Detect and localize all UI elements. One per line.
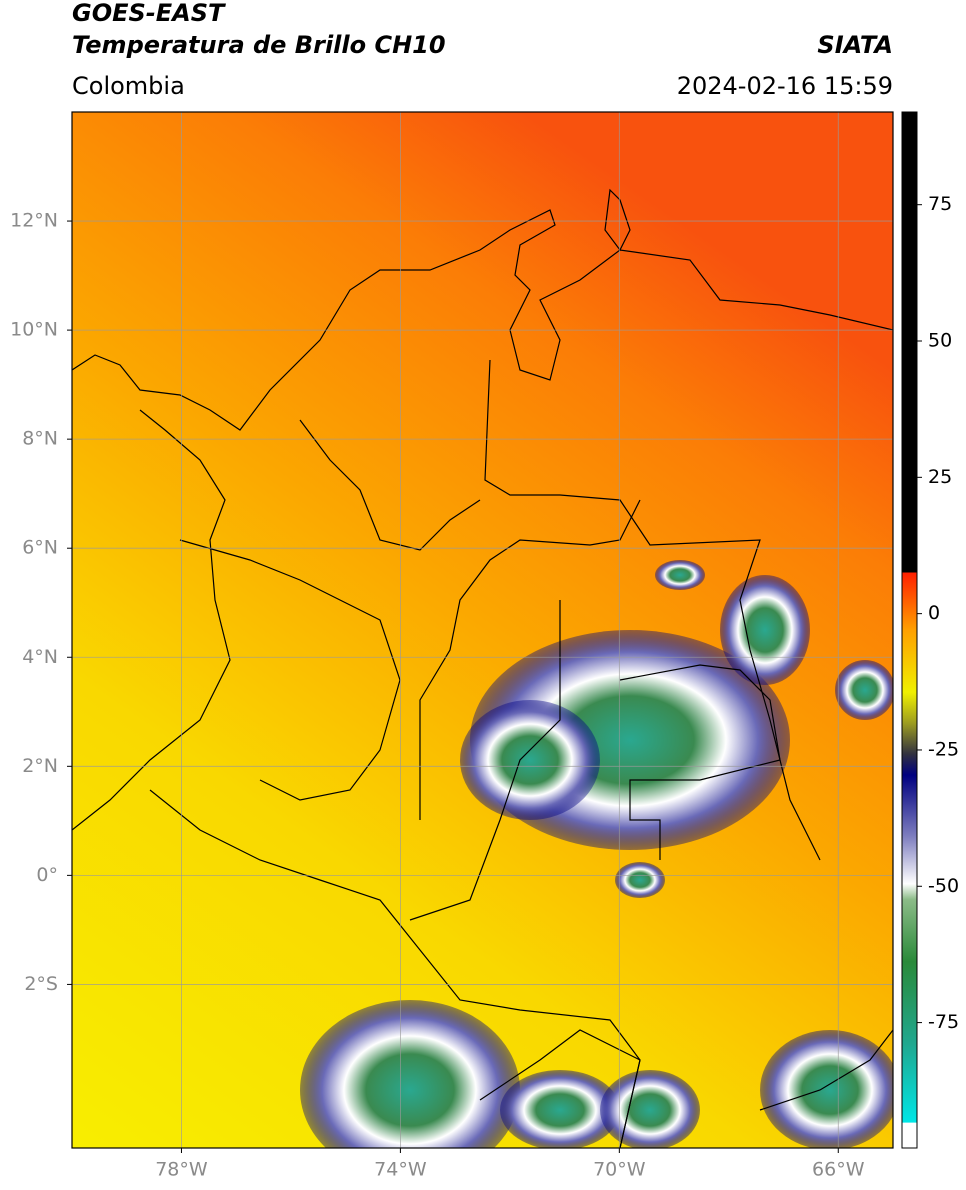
borders xyxy=(72,188,893,1148)
lat-tick-label: 8°N xyxy=(22,428,58,450)
lon-tick-label: 74°W xyxy=(374,1159,427,1181)
colorbar-tick-label: -50 xyxy=(928,875,959,897)
colorbar-tick-label: 75 xyxy=(928,193,952,215)
lat-tick-label: 0° xyxy=(36,864,58,886)
colorbar-tick-label: 0 xyxy=(928,602,940,624)
lat-tick-label: 10°N xyxy=(10,319,58,341)
lon-tick-label: 78°W xyxy=(155,1159,208,1181)
colorbar xyxy=(901,111,918,1149)
map xyxy=(72,112,893,1148)
colorbar-tick-label: -25 xyxy=(928,738,959,760)
title-line2: Temperatura de Brillo CH10 xyxy=(72,31,446,59)
lat-tick-label: 4°N xyxy=(22,646,58,668)
colorbar-tick-label: -75 xyxy=(928,1011,959,1033)
lon-tick-label: 70°W xyxy=(593,1159,646,1181)
lat-tick-label: 12°N xyxy=(10,210,58,232)
lat-tick-label: 2°S xyxy=(24,973,58,995)
title-line1: GOES-EAST xyxy=(72,0,226,27)
datetime: 2024-02-16 15:59 xyxy=(677,72,893,100)
colorbar-tick-label: 25 xyxy=(928,466,952,488)
colorbar-tick-label: 50 xyxy=(928,330,952,352)
lat-tick-label: 6°N xyxy=(22,537,58,559)
lat-tick-label: 2°N xyxy=(22,755,58,777)
map-frame xyxy=(71,111,894,1149)
lon-tick-label: 66°W xyxy=(812,1159,865,1181)
source: SIATA xyxy=(817,31,893,59)
region: Colombia xyxy=(72,72,185,100)
